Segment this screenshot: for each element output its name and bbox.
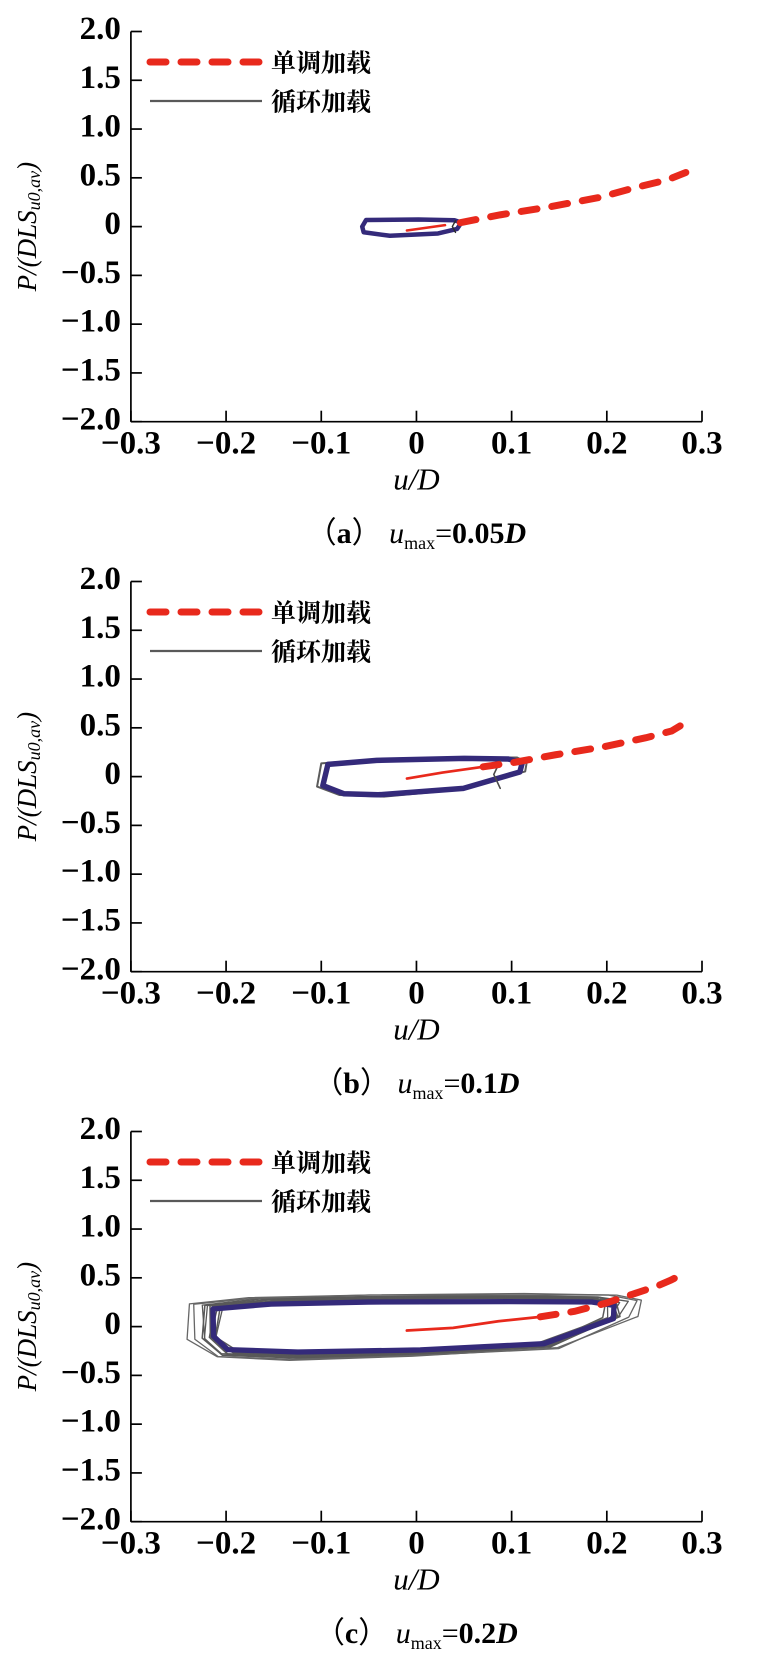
svg-text:−0.3: −0.3 bbox=[101, 1526, 161, 1562]
svg-text:−0.2: −0.2 bbox=[196, 1526, 256, 1562]
svg-text:−1.0: −1.0 bbox=[61, 854, 121, 890]
svg-text:0.1: 0.1 bbox=[491, 426, 532, 462]
svg-text:−0.1: −0.1 bbox=[291, 976, 351, 1012]
svg-text:u/D: u/D bbox=[393, 1562, 440, 1597]
svg-text:2.0: 2.0 bbox=[80, 561, 121, 597]
svg-text:0.1: 0.1 bbox=[491, 976, 532, 1012]
svg-text:单调加载: 单调加载 bbox=[271, 593, 372, 629]
svg-text:0.3: 0.3 bbox=[681, 1526, 722, 1562]
svg-text:−1.0: −1.0 bbox=[61, 304, 121, 340]
svg-text:−1.0: −1.0 bbox=[61, 1404, 121, 1440]
svg-text:单调加载: 单调加载 bbox=[271, 1143, 372, 1179]
svg-text:1.0: 1.0 bbox=[80, 1209, 121, 1245]
svg-text:0.2: 0.2 bbox=[586, 426, 627, 462]
svg-text:单调加载: 单调加载 bbox=[271, 43, 372, 79]
svg-text:0.3: 0.3 bbox=[681, 976, 722, 1012]
svg-text:循环加载: 循环加载 bbox=[271, 82, 372, 118]
svg-text:0.5: 0.5 bbox=[80, 157, 121, 193]
svg-text:0: 0 bbox=[104, 756, 121, 792]
svg-text:−1.5: −1.5 bbox=[61, 1453, 121, 1489]
svg-text:−0.5: −0.5 bbox=[61, 1355, 121, 1391]
svg-text:−0.2: −0.2 bbox=[196, 976, 256, 1012]
svg-text:u/D: u/D bbox=[393, 462, 440, 497]
svg-text:1.0: 1.0 bbox=[80, 659, 121, 695]
svg-text:0.2: 0.2 bbox=[586, 1526, 627, 1562]
svg-text:−1.5: −1.5 bbox=[61, 903, 121, 939]
svg-text:0.2: 0.2 bbox=[586, 976, 627, 1012]
svg-text:0: 0 bbox=[104, 1306, 121, 1342]
svg-text:−0.3: −0.3 bbox=[101, 426, 161, 462]
svg-text:2.0: 2.0 bbox=[80, 11, 121, 47]
svg-text:1.0: 1.0 bbox=[80, 109, 121, 145]
svg-text:−0.2: −0.2 bbox=[196, 426, 256, 462]
svg-text:−0.1: −0.1 bbox=[291, 1526, 351, 1562]
svg-text:0: 0 bbox=[408, 426, 425, 462]
svg-text:循环加载: 循环加载 bbox=[271, 1182, 372, 1218]
svg-text:−0.3: −0.3 bbox=[101, 976, 161, 1012]
svg-text:循环加载: 循环加载 bbox=[271, 632, 372, 668]
svg-text:−0.5: −0.5 bbox=[61, 805, 121, 841]
svg-text:0.5: 0.5 bbox=[80, 1257, 121, 1293]
svg-text:1.5: 1.5 bbox=[80, 610, 121, 646]
svg-text:−0.5: −0.5 bbox=[61, 255, 121, 291]
svg-text:0.1: 0.1 bbox=[491, 1526, 532, 1562]
svg-text:u/D: u/D bbox=[393, 1012, 440, 1047]
svg-text:0: 0 bbox=[408, 1526, 425, 1562]
svg-text:−1.5: −1.5 bbox=[61, 353, 121, 389]
svg-text:0: 0 bbox=[104, 206, 121, 242]
svg-text:1.5: 1.5 bbox=[80, 60, 121, 96]
svg-text:1.5: 1.5 bbox=[80, 1160, 121, 1196]
svg-text:−0.1: −0.1 bbox=[291, 426, 351, 462]
svg-text:0: 0 bbox=[408, 976, 425, 1012]
svg-text:2.0: 2.0 bbox=[80, 1111, 121, 1147]
svg-text:0.3: 0.3 bbox=[681, 426, 722, 462]
svg-text:0.5: 0.5 bbox=[80, 707, 121, 743]
